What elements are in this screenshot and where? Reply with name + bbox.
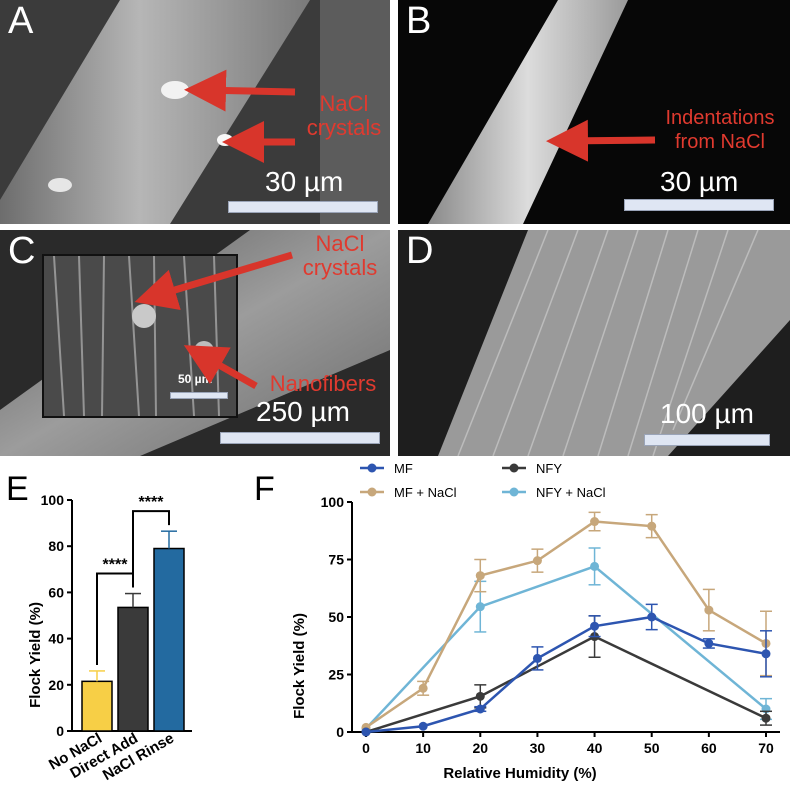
chart-f-series-2-point-3 (761, 713, 771, 723)
panel-c-scale-bar (220, 432, 380, 444)
chart-f-series-0-point-2 (475, 704, 485, 714)
panel-c-inset-scale-label: 50 µm (178, 372, 213, 386)
chart-f-ytick-label-1: 25 (328, 667, 344, 683)
chart-f-series-0-point-4 (590, 621, 600, 631)
chart-e-significance-bracket-1 (132, 510, 170, 588)
panel-f-letter: F (254, 470, 275, 508)
chart-e-significance-label-0: **** (103, 557, 129, 574)
chart-f-xtick-label-7: 70 (758, 740, 774, 756)
chart-e-ytick-label-4: 80 (48, 538, 64, 554)
panel-e-letter: E (6, 470, 29, 508)
chart-f-legend-marker-2 (509, 463, 519, 473)
panel-b-image (398, 0, 790, 224)
panel-b-letter: B (406, 0, 432, 42)
panel-b-annotation: Indentations from NaCl (665, 107, 775, 153)
chart-f-series-3-point-1 (475, 602, 485, 612)
panel-c-annotation-crystals: NaCl crystals (302, 231, 378, 280)
chart-f-series-1-point-4 (590, 517, 600, 527)
panel-d-micrograph: D 100 µm (398, 230, 790, 456)
chart-f-series-line-3 (365, 564, 767, 730)
chart-f-series-line-0 (365, 615, 767, 734)
chart-f-series-2-point-1 (475, 691, 485, 701)
chart-f-series-line-1 (365, 520, 767, 729)
chart-e-ylabel: Flock Yield (%) (27, 602, 44, 708)
panel-b-micrograph: B Indentations from NaCl 30 µm (398, 0, 790, 224)
chart-f-legend-label-1: MF + NaCl (394, 485, 457, 500)
chart-f-series-0-point-0 (361, 727, 371, 737)
chart-f-series-0-point-1 (418, 721, 428, 731)
chart-f-series-0-point-3 (532, 653, 542, 663)
chart-f-series-0-point-7 (761, 649, 771, 659)
panel-a-micrograph: A NaCl crystals 30 µm (0, 0, 390, 224)
chart-e-bar-0 (81, 680, 113, 732)
chart-f-series-1-point-3 (532, 556, 542, 566)
panel-c-letter: C (8, 230, 36, 272)
chart-e-ytick-label-2: 40 (48, 631, 64, 647)
panel-a-letter: A (8, 0, 34, 42)
panel-a-scale-label: 30 µm (265, 166, 344, 197)
panel-c-inset: 50 µm (42, 254, 238, 418)
panel-d-scale-label: 100 µm (660, 398, 754, 429)
panel-c-scale-label: 250 µm (256, 396, 350, 427)
panel-d-image (398, 230, 790, 456)
panel-a-scale-bar (228, 201, 378, 213)
chart-e-significance-label-1: **** (139, 494, 165, 511)
chart-f-series-1-point-6 (704, 605, 714, 615)
chart-f-legend-label-0: MF (394, 461, 413, 476)
chart-f-series-0-point-6 (704, 638, 714, 648)
panel-c-annotation-nanofibers: Nanofibers (269, 371, 377, 396)
chart-f-line: F Flock Yield (%) Relative Humidity (%) … (254, 461, 780, 782)
chart-f-xtick-label-4: 40 (587, 740, 603, 756)
chart-f-xtick-label-0: 0 (362, 740, 370, 756)
panel-d-letter: D (406, 230, 434, 272)
chart-e-ytick-label-3: 60 (48, 584, 64, 600)
panel-a-image (0, 0, 390, 224)
chart-f-legend-marker-1 (367, 487, 377, 497)
panel-c-inset-scale-bar (170, 392, 228, 399)
chart-f-xtick-label-1: 10 (415, 740, 431, 756)
chart-f-xtick-label-6: 60 (701, 740, 717, 756)
chart-f-legend-label-3: NFY + NaCl (536, 485, 606, 500)
panel-a-annotation: NaCl crystals (306, 91, 382, 140)
chart-f-series-3-point-2 (590, 561, 600, 571)
chart-f-series-1-point-5 (647, 521, 657, 531)
chart-f-legend-marker-3 (509, 487, 519, 497)
chart-e-bar-2 (153, 547, 185, 732)
chart-f-series-1-point-1 (418, 683, 428, 693)
chart-f-xtick-label-3: 30 (530, 740, 546, 756)
chart-f-series-0-point-5 (647, 612, 657, 622)
chart-f-xtick-label-2: 20 (472, 740, 488, 756)
chart-f-legend-marker-0 (367, 463, 377, 473)
chart-f-xtick-label-5: 50 (644, 740, 660, 756)
chart-f-ytick-label-4: 100 (321, 494, 345, 510)
panel-b-scale-bar (624, 199, 774, 211)
chart-e-bar-1 (117, 606, 149, 732)
chart-f-ytick-label-3: 75 (328, 552, 344, 568)
chart-e-ytick-label-0: 0 (56, 723, 64, 739)
chart-e-ytick-label-1: 20 (48, 677, 64, 693)
panel-b-scale-label: 30 µm (660, 166, 739, 197)
chart-e-ytick-label-5: 100 (41, 492, 65, 508)
chart-f-xlabel: Relative Humidity (%) (443, 765, 596, 782)
chart-f-series-1-point-2 (475, 571, 485, 581)
panel-d-scale-bar (644, 434, 770, 446)
chart-f-legend-label-2: NFY (536, 461, 562, 476)
chart-f-ylabel: Flock Yield (%) (291, 613, 308, 719)
chart-f-ytick-label-0: 0 (336, 724, 344, 740)
chart-f-ytick-label-2: 50 (328, 609, 344, 625)
